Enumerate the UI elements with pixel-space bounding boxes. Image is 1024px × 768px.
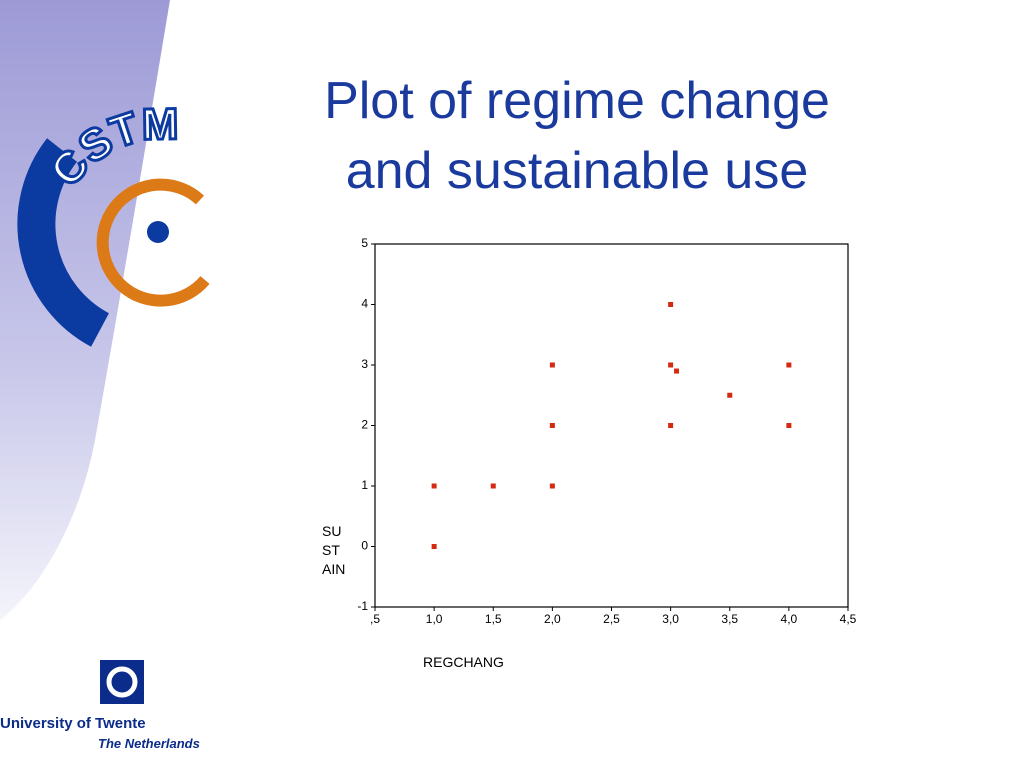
x-tick-label: 4,5 bbox=[840, 612, 857, 626]
decor-c bbox=[96, 178, 210, 307]
point bbox=[549, 423, 555, 428]
title-line: Plot of regime change bbox=[324, 72, 830, 130]
point bbox=[549, 483, 555, 489]
decor-dot bbox=[147, 221, 169, 243]
x-tick-label: 2,5 bbox=[603, 612, 620, 626]
y-tick-label: 3 bbox=[361, 357, 368, 371]
ut-logo-mark bbox=[106, 666, 138, 698]
plot-frame bbox=[374, 243, 849, 608]
university-name: University of Twente bbox=[0, 715, 146, 732]
x-tick-label: 2,0 bbox=[544, 612, 561, 626]
x-axis-label: REGCHANG bbox=[423, 654, 504, 670]
x-tick-label: 1,5 bbox=[485, 612, 502, 626]
point bbox=[786, 362, 792, 368]
title-line: and sustainable use bbox=[346, 142, 809, 200]
point bbox=[786, 423, 792, 428]
decor-arc bbox=[17, 138, 110, 347]
country-name: The Netherlands bbox=[98, 736, 200, 751]
x-tick-label: 3,0 bbox=[662, 612, 679, 626]
y-axis-label: SUSTAIN bbox=[322, 523, 346, 577]
point bbox=[668, 423, 674, 428]
y-tick-label: 1 bbox=[361, 478, 368, 492]
slide-title: Plot of regime change and sustainable use bbox=[324, 72, 830, 200]
x-tick-label: 3,5 bbox=[721, 612, 738, 626]
x-tick-label: ,5 bbox=[370, 612, 380, 626]
point bbox=[549, 362, 555, 368]
point bbox=[727, 392, 733, 398]
point bbox=[431, 483, 437, 489]
y-tick-label: 2 bbox=[361, 418, 368, 432]
x-tick-label: 4,0 bbox=[781, 612, 798, 626]
y-tick-label: -1 bbox=[357, 599, 368, 613]
point bbox=[668, 302, 674, 307]
x-tick-label: 1,0 bbox=[426, 612, 443, 626]
point bbox=[490, 483, 496, 489]
y-tick-label: 4 bbox=[361, 297, 368, 311]
point bbox=[431, 544, 437, 549]
y-tick-label: 5 bbox=[361, 236, 368, 250]
y-tick-label: 0 bbox=[361, 539, 368, 553]
point bbox=[674, 368, 680, 374]
y-axis-label-box: SUSTAIN bbox=[322, 523, 346, 577]
point bbox=[668, 362, 674, 368]
